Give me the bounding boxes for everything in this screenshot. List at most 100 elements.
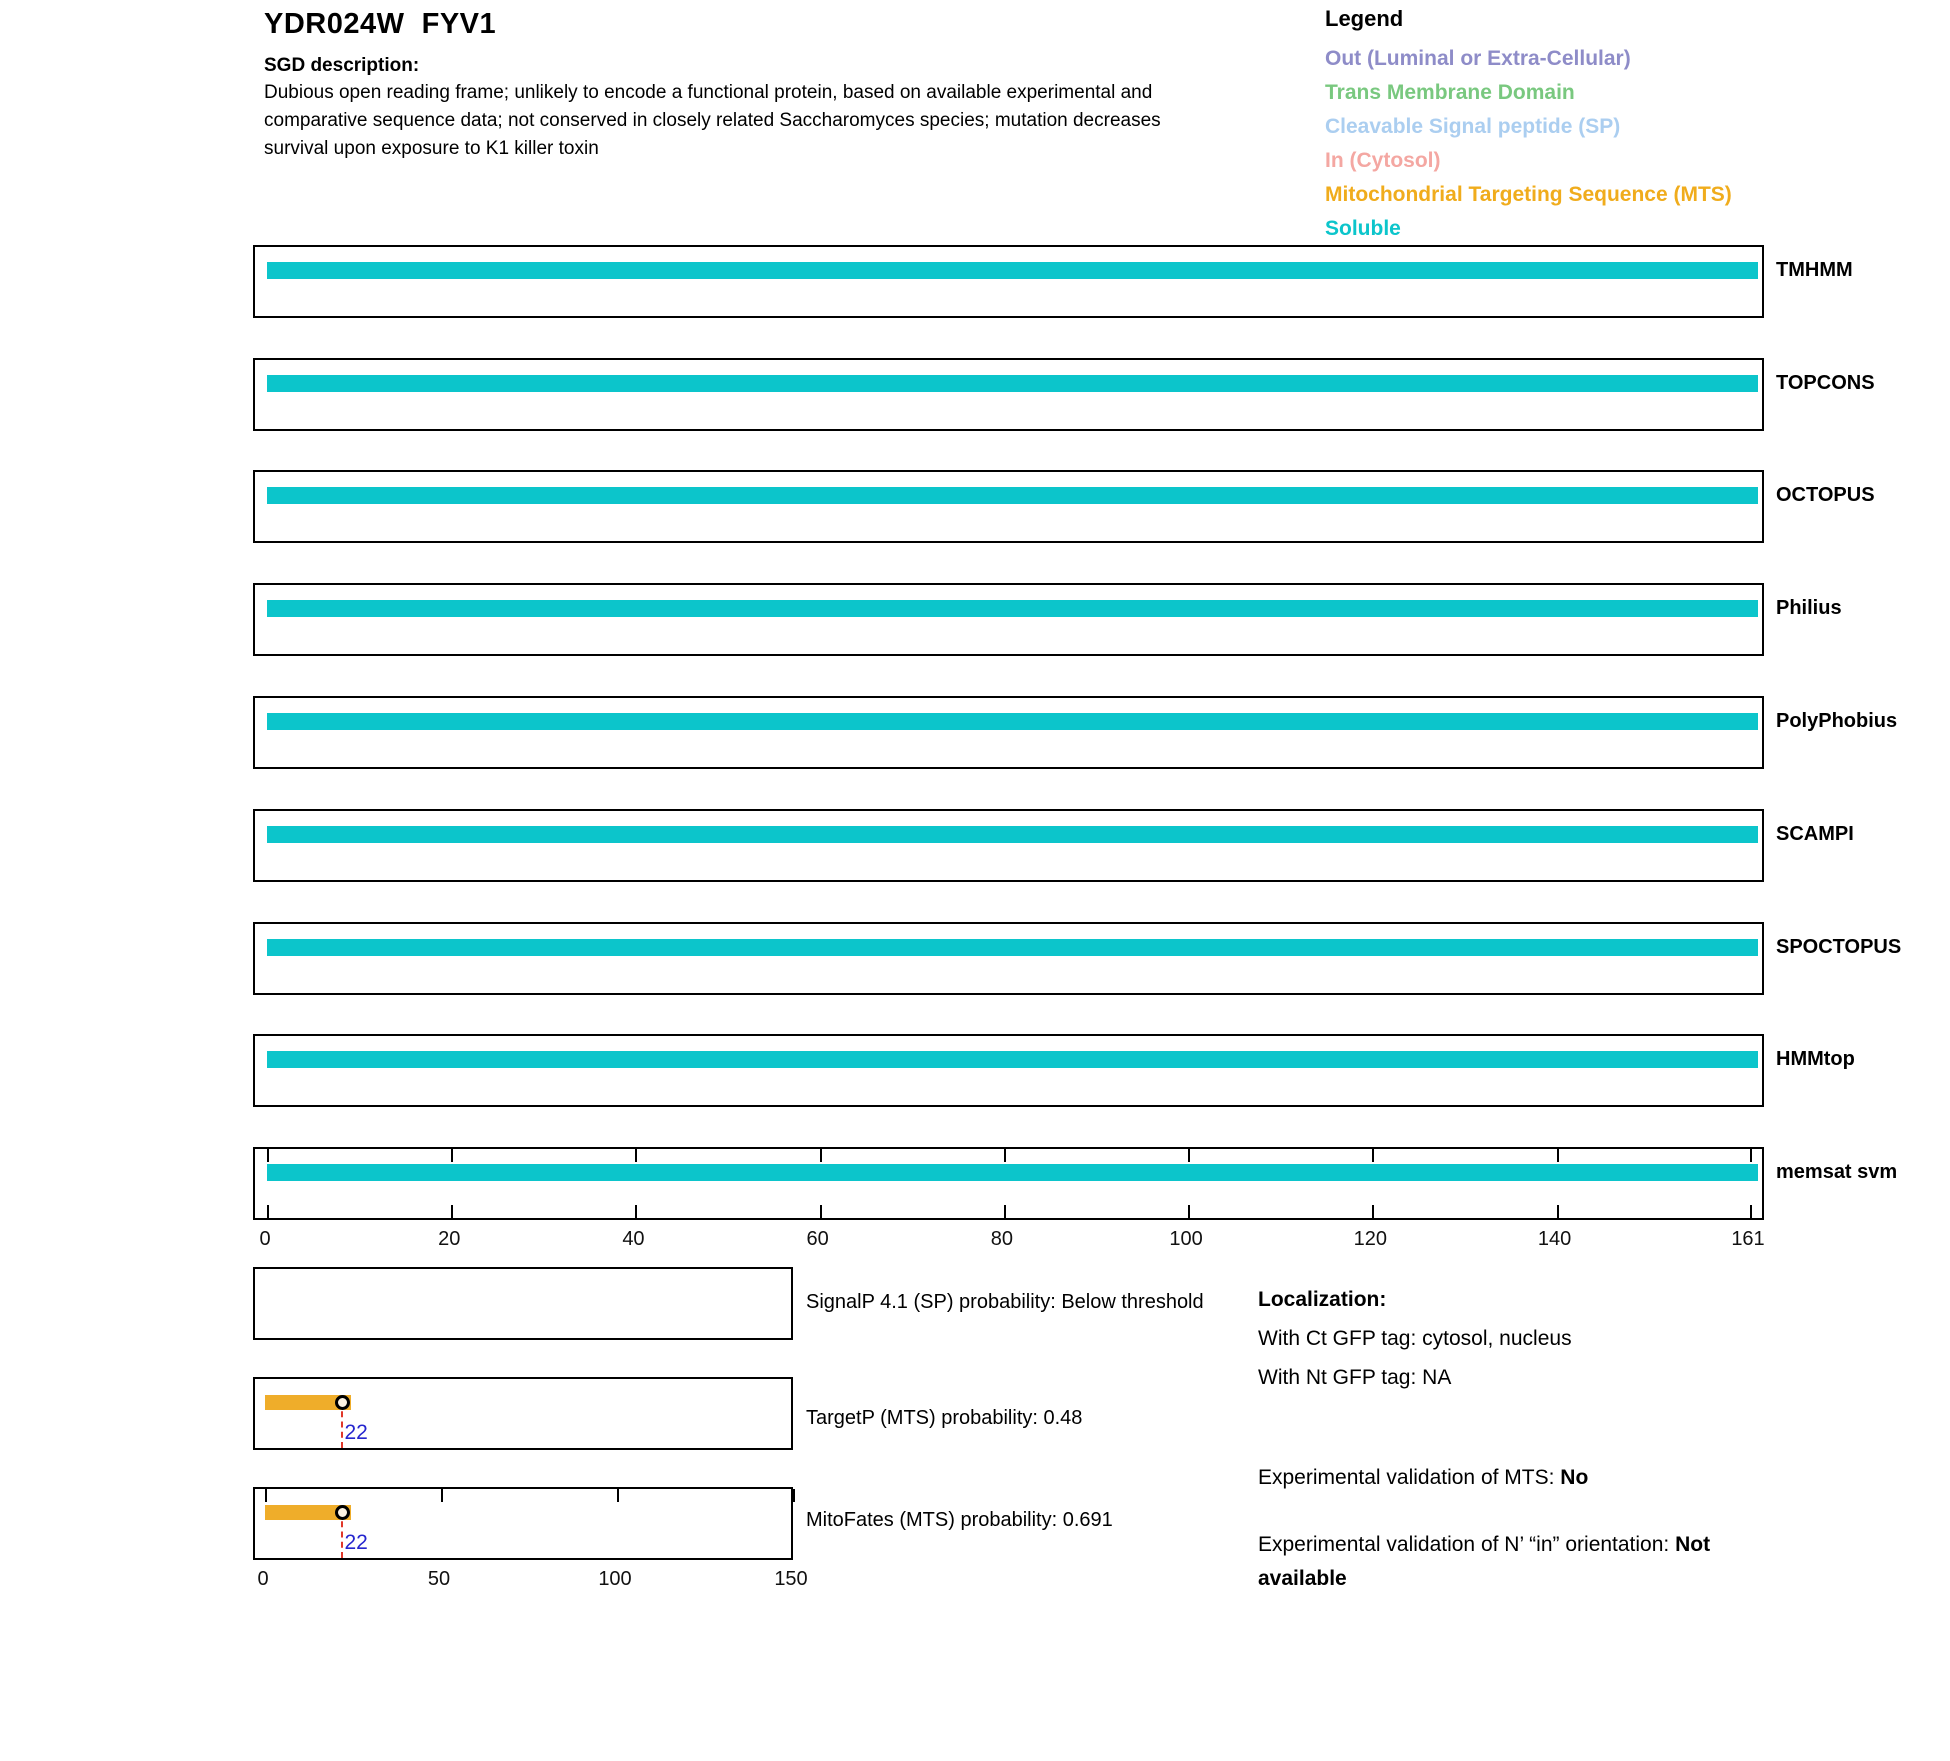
orientation-value: Not available xyxy=(1258,1533,1711,1590)
signalp-label: SignalP 4.1 (SP) probability: Below thre… xyxy=(806,1291,1204,1313)
axis-tick xyxy=(1750,1205,1752,1218)
track-label: SPOCTOPUS xyxy=(1776,936,1902,958)
axis-tick-label: 161 xyxy=(1731,1228,1765,1250)
soluble-bar xyxy=(267,1051,1758,1068)
track-label: PolyPhobius xyxy=(1776,710,1898,732)
legend-item: Mitochondrial Targeting Sequence (MTS) xyxy=(1325,183,1732,206)
cleavage-site-line xyxy=(341,1511,344,1558)
soluble-bar xyxy=(267,487,1758,504)
ct-gfp-line: With Ct GFP tag: cytosol, nucleus xyxy=(1258,1327,1572,1350)
cleavage-site-value: 22 xyxy=(344,1531,368,1554)
track-box-hmmtop xyxy=(253,1034,1764,1107)
cleavage-site-marker xyxy=(334,1505,350,1520)
soluble-bar xyxy=(267,375,1758,392)
description-line: Dubious open reading frame; unlikely to … xyxy=(264,82,1153,103)
axis-tick xyxy=(1750,1149,1752,1162)
soluble-bar xyxy=(267,600,1758,617)
axis-tick-label: 140 xyxy=(1537,1228,1572,1250)
soluble-bar xyxy=(267,713,1758,730)
nt-gfp-line: With Nt GFP tag: NA xyxy=(1258,1366,1452,1389)
track-label: HMMtop xyxy=(1776,1048,1855,1070)
track-box-octopus xyxy=(253,470,1764,543)
axis-tick-label: 100 xyxy=(598,1568,632,1590)
track-box-memsat-svm xyxy=(253,1147,1764,1220)
axis-tick-label: 150 xyxy=(774,1568,808,1590)
soluble-bar xyxy=(267,1164,1758,1181)
axis-tick-label: 40 xyxy=(622,1228,645,1250)
cleavage-site-value: 22 xyxy=(344,1421,368,1444)
track-label: TMHMM xyxy=(1776,259,1853,281)
legend-item: Trans Membrane Domain xyxy=(1325,81,1575,104)
axis-tick xyxy=(1188,1205,1191,1218)
small-box-targetp-(mts): 22 xyxy=(253,1377,793,1450)
localization-title: Localization: xyxy=(1258,1288,1387,1311)
track-box-topcons xyxy=(253,358,1764,431)
axis-tick xyxy=(1003,1149,1006,1162)
axis-tick xyxy=(1372,1149,1375,1162)
small-box-mitofates-(mts): 22 xyxy=(253,1487,795,1560)
axis-tick xyxy=(267,1149,269,1162)
axis-tick xyxy=(819,1149,822,1162)
axis-tick xyxy=(1372,1205,1375,1218)
soluble-bar xyxy=(267,262,1758,279)
legend-items: Out (Luminal or Extra-Cellular) Trans Mem… xyxy=(1325,42,1732,246)
small-box-signalp-4.1-(sp) xyxy=(253,1267,793,1340)
cleavage-site-line xyxy=(341,1401,344,1448)
axis-tick xyxy=(1556,1205,1559,1218)
sgd-description-label: SGD description: xyxy=(264,55,420,76)
track-label: Philius xyxy=(1776,597,1842,619)
axis-tick-label: 80 xyxy=(990,1228,1014,1250)
track-box-scampi xyxy=(253,809,1764,882)
axis-tick xyxy=(267,1205,269,1218)
axis-tick xyxy=(793,1489,795,1502)
description-line: survival upon exposure to K1 killer toxi… xyxy=(264,138,599,159)
mts-bar xyxy=(265,1505,352,1520)
legend: Legend Out (Luminal or Extra-Cellular) Tr… xyxy=(1325,6,1732,246)
track-label: memsat svm xyxy=(1776,1161,1898,1183)
page-title: YDR024W FYV1 xyxy=(264,8,497,40)
mitofates-label: MitoFates (MTS) probability: 0.691 xyxy=(806,1509,1113,1531)
axis-tick xyxy=(1556,1149,1559,1162)
axis-tick xyxy=(819,1205,822,1218)
track-box-spoctopus xyxy=(253,922,1764,995)
soluble-bar xyxy=(267,826,1758,843)
axis-tick-label: 0 xyxy=(259,1228,271,1250)
track-label: SCAMPI xyxy=(1776,823,1854,845)
mts-validation-value: No xyxy=(1560,1466,1589,1489)
axis-tick xyxy=(451,1205,454,1218)
mts-bar xyxy=(265,1395,352,1410)
mts-validation-line: Experimental validation of MTS: No xyxy=(1258,1466,1588,1490)
targetp-label: TargetP (MTS) probability: 0.48 xyxy=(806,1407,1083,1429)
axis-tick xyxy=(1003,1205,1006,1218)
axis-tick-label: 50 xyxy=(427,1568,451,1590)
axis-tick xyxy=(451,1149,454,1162)
axis-tick-label: 100 xyxy=(1169,1228,1203,1250)
orientation-validation-line: Experimental validation of N’ “in” orien… xyxy=(1258,1528,1713,1596)
track-box-philius xyxy=(253,583,1764,656)
track-box-polyphobius xyxy=(253,696,1764,769)
axis-tick xyxy=(617,1489,619,1502)
axis-tick-label: 20 xyxy=(438,1228,461,1250)
legend-item: Soluble xyxy=(1325,217,1401,240)
axis-tick xyxy=(635,1205,638,1218)
axis-tick-label: 0 xyxy=(257,1568,269,1590)
legend-item: In (Cytosol) xyxy=(1325,149,1441,172)
soluble-bar xyxy=(267,939,1758,956)
axis-tick xyxy=(441,1489,443,1502)
description-line: comparative sequence data; not conserved… xyxy=(264,110,1161,131)
mts-validation-prefix: Experimental validation of MTS: xyxy=(1258,1466,1561,1489)
axis-tick-label: 60 xyxy=(806,1228,829,1250)
legend-item: Out (Luminal or Extra-Cellular) xyxy=(1325,47,1631,70)
track-label: TOPCONS xyxy=(1776,372,1875,394)
axis-tick-label: 120 xyxy=(1353,1228,1388,1250)
sgd-description-text: Dubious open reading frame; unlikely to … xyxy=(264,79,1274,163)
axis-tick xyxy=(265,1489,267,1502)
axis-tick xyxy=(635,1149,638,1162)
orientation-prefix: Experimental validation of N’ “in” orien… xyxy=(1258,1533,1676,1556)
cleavage-site-marker xyxy=(334,1395,350,1410)
track-box-tmhmm xyxy=(253,245,1764,318)
legend-item: Cleavable Signal peptide (SP) xyxy=(1325,115,1621,138)
legend-title: Legend xyxy=(1325,6,1404,31)
axis-tick xyxy=(1188,1149,1191,1162)
